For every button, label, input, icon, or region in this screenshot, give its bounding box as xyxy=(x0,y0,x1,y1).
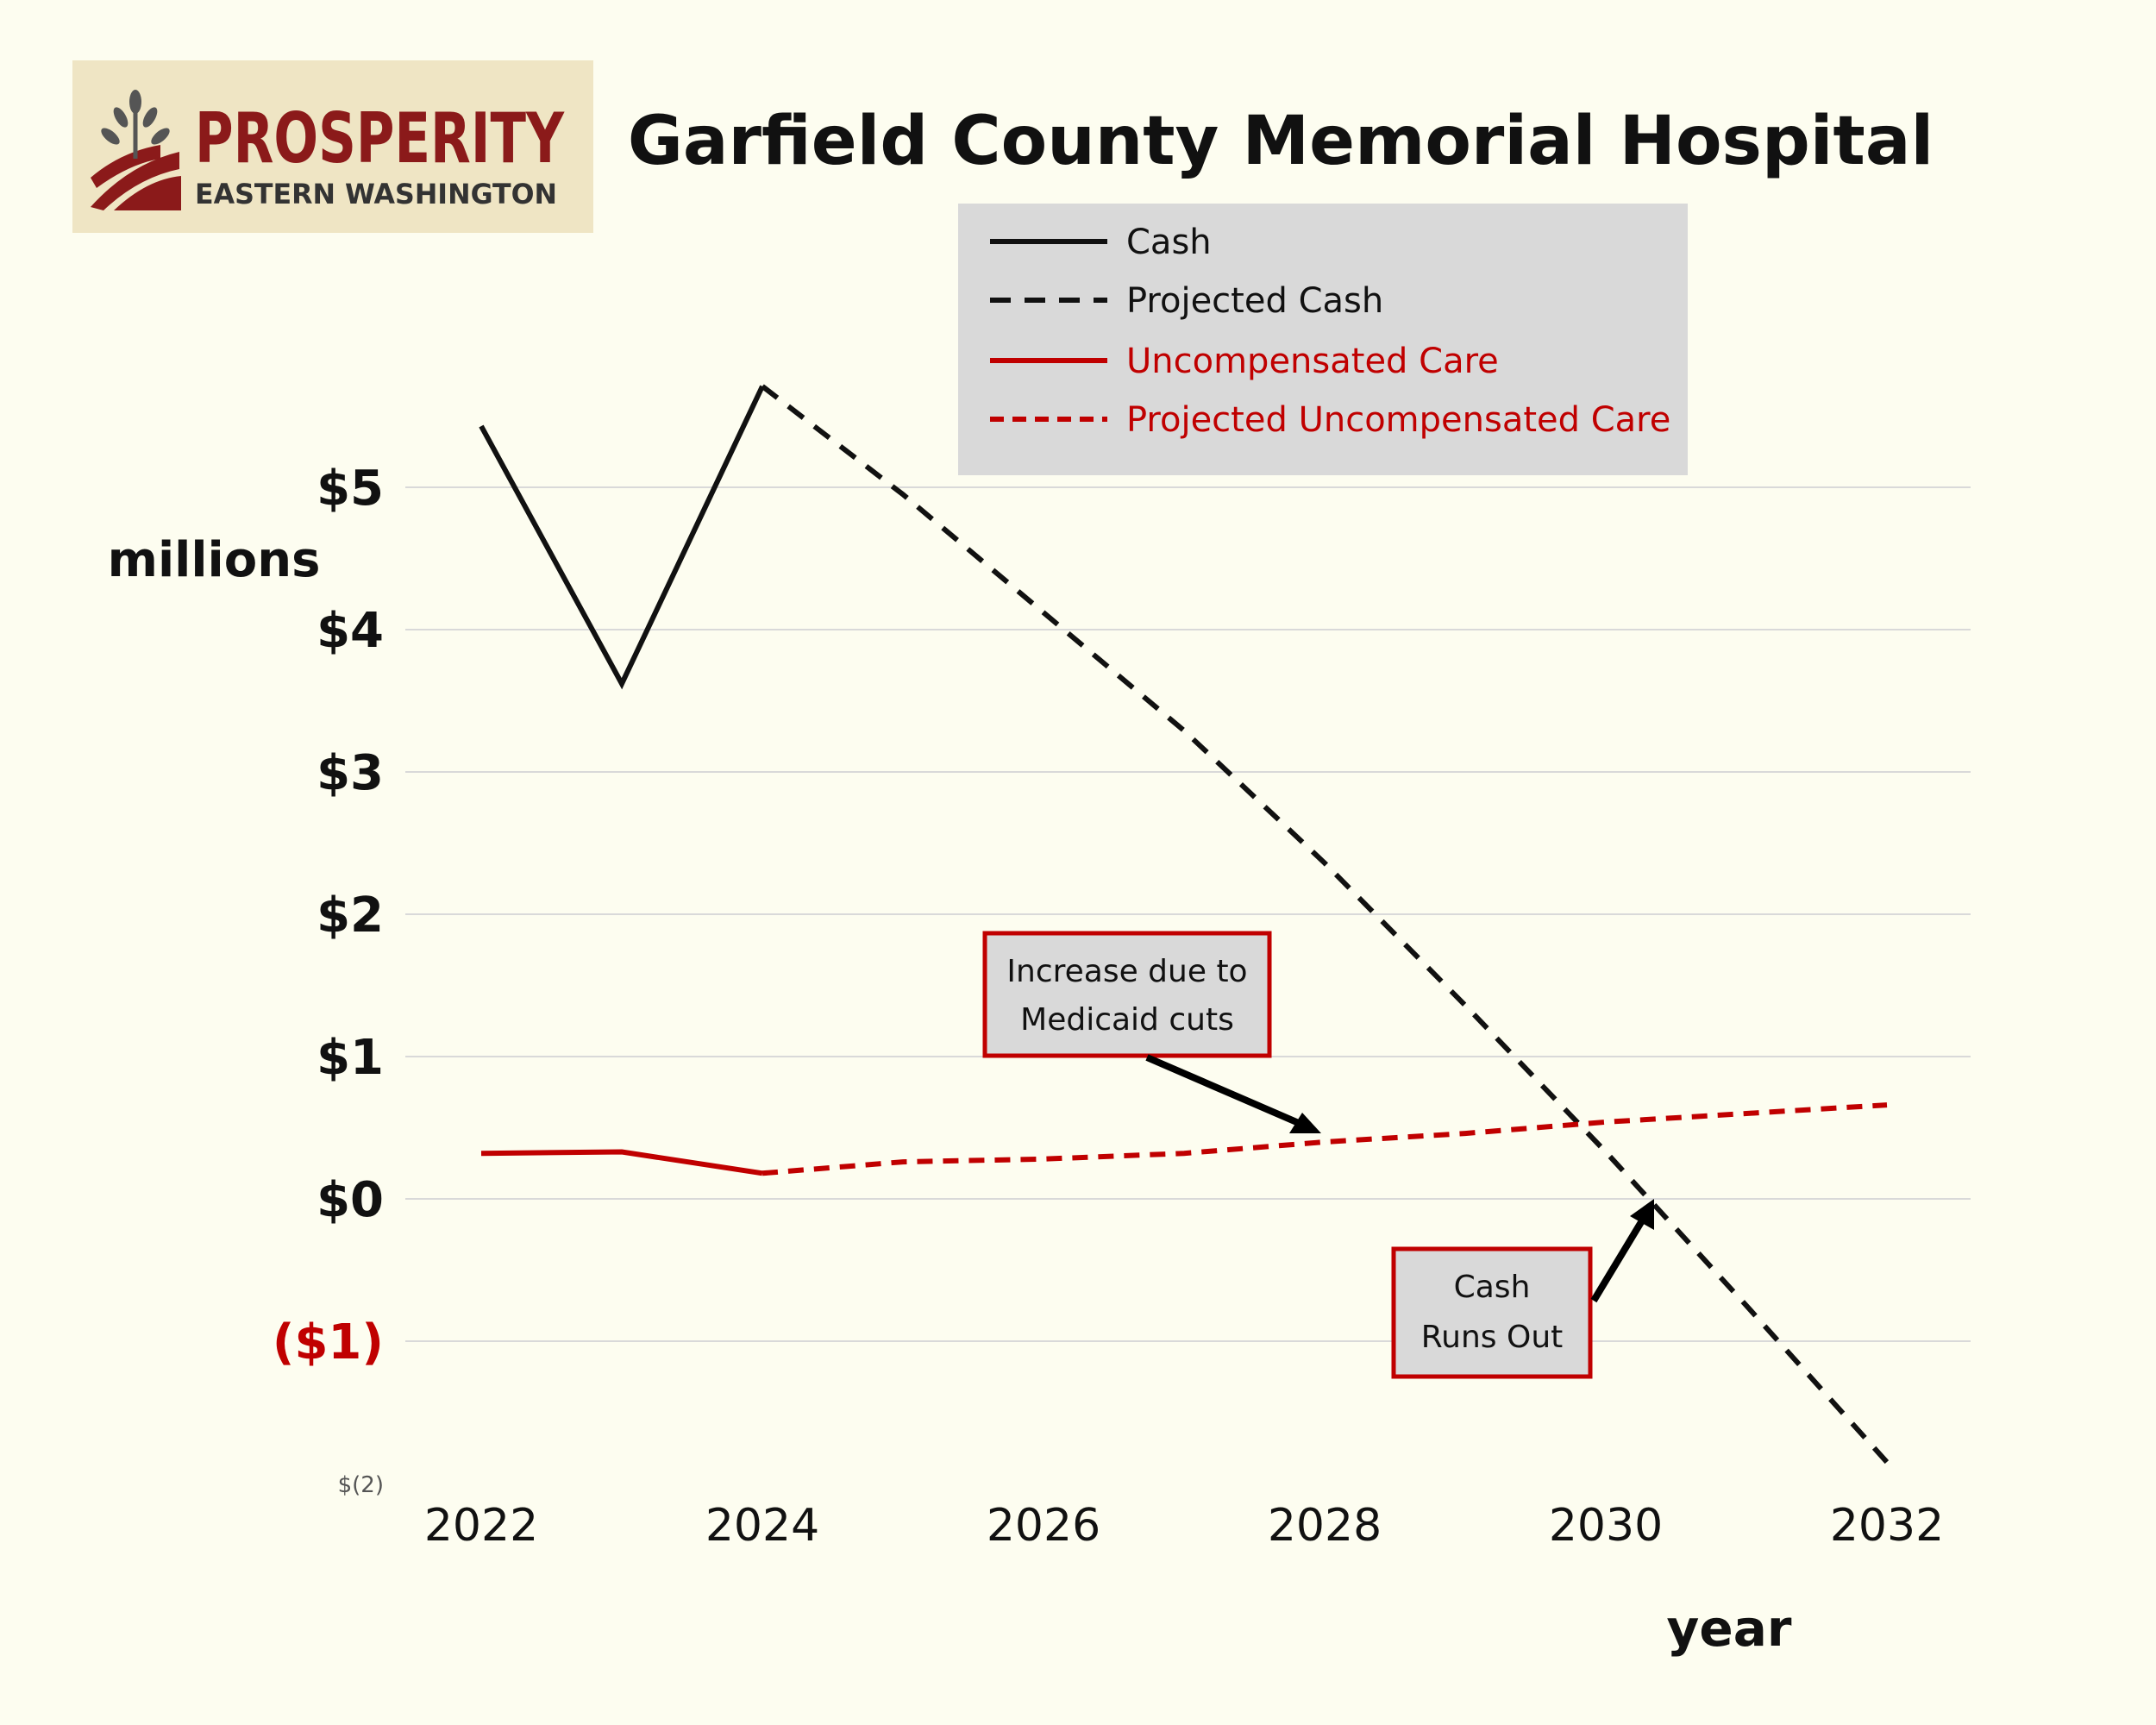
series-projected-uncompensated-care xyxy=(761,1102,1888,1176)
x-tick-label: 2022 xyxy=(424,1500,538,1552)
y-tick-label: $5 xyxy=(317,461,384,517)
annotation-cash-arrow xyxy=(1590,1215,1647,1303)
chart-title: Garfield County Memorial Hospital xyxy=(628,103,1934,180)
annotation-cash-line1: Cash xyxy=(1454,1270,1531,1305)
y-tick-label: $3 xyxy=(317,745,384,801)
y-tick-label: $2 xyxy=(317,888,384,944)
legend-box xyxy=(958,204,1688,475)
y-tick-label: ($1) xyxy=(273,1314,384,1371)
series-projected-cash xyxy=(761,384,1890,1465)
logo-brand: PROSPERITY xyxy=(195,98,565,179)
x-tick-labels: 2022 2024 2026 2028 2030 2032 xyxy=(424,1500,1944,1552)
annotation-medicaid-box xyxy=(982,931,1272,1058)
wheat-logo-icon xyxy=(91,90,181,210)
y-tick-label: $1 xyxy=(317,1030,384,1086)
annotation-medicaid-line2: Medicaid cuts xyxy=(1020,1002,1234,1038)
y-axis-label: millions xyxy=(108,532,321,588)
gridlines xyxy=(405,486,1971,1342)
annotation-medicaid: Increase due to Medicaid cuts xyxy=(982,931,1321,1133)
x-tick-label: 2026 xyxy=(987,1500,1100,1552)
x-tick-label: 2024 xyxy=(705,1500,819,1552)
x-axis-label: year xyxy=(1667,1599,1792,1658)
annotation-cash-line2: Runs Out xyxy=(1421,1320,1564,1355)
series-uncompensated-care xyxy=(480,1149,763,1176)
legend: Cash Projected Cash Uncompensated Care Proj… xyxy=(958,204,1688,475)
x-tick-label: 2030 xyxy=(1549,1500,1663,1552)
annotation-cash-runs-out: Cash Runs Out xyxy=(1391,1199,1654,1379)
annotation-cash-box xyxy=(1391,1246,1593,1379)
series-cash xyxy=(479,385,765,690)
logo-tagline: EASTERN WASHINGTON xyxy=(195,178,557,210)
legend-label: Cash xyxy=(1126,223,1212,262)
y-tick-label: $(2) xyxy=(338,1472,384,1498)
annotation-medicaid-line1: Increase due to xyxy=(1006,954,1247,989)
annotation-medicaid-arrow xyxy=(1145,1054,1308,1130)
legend-label: Uncompensated Care xyxy=(1126,342,1499,381)
legend-label: Projected Cash xyxy=(1126,281,1383,321)
logo: PROSPERITY EASTERN WASHINGTON xyxy=(72,60,593,233)
x-tick-label: 2028 xyxy=(1268,1500,1382,1552)
arrowhead-icon xyxy=(1630,1199,1654,1230)
y-tick-label: $0 xyxy=(317,1172,384,1228)
y-tick-label: $4 xyxy=(317,603,384,659)
arrowhead-icon xyxy=(1289,1113,1321,1133)
y-tick-labels: $5 $4 $3 $2 $1 $0 ($1) $(2) xyxy=(273,461,384,1498)
legend-label: Projected Uncompensated Care xyxy=(1126,400,1670,440)
series-lines xyxy=(479,384,1890,1465)
x-tick-label: 2032 xyxy=(1830,1500,1944,1552)
